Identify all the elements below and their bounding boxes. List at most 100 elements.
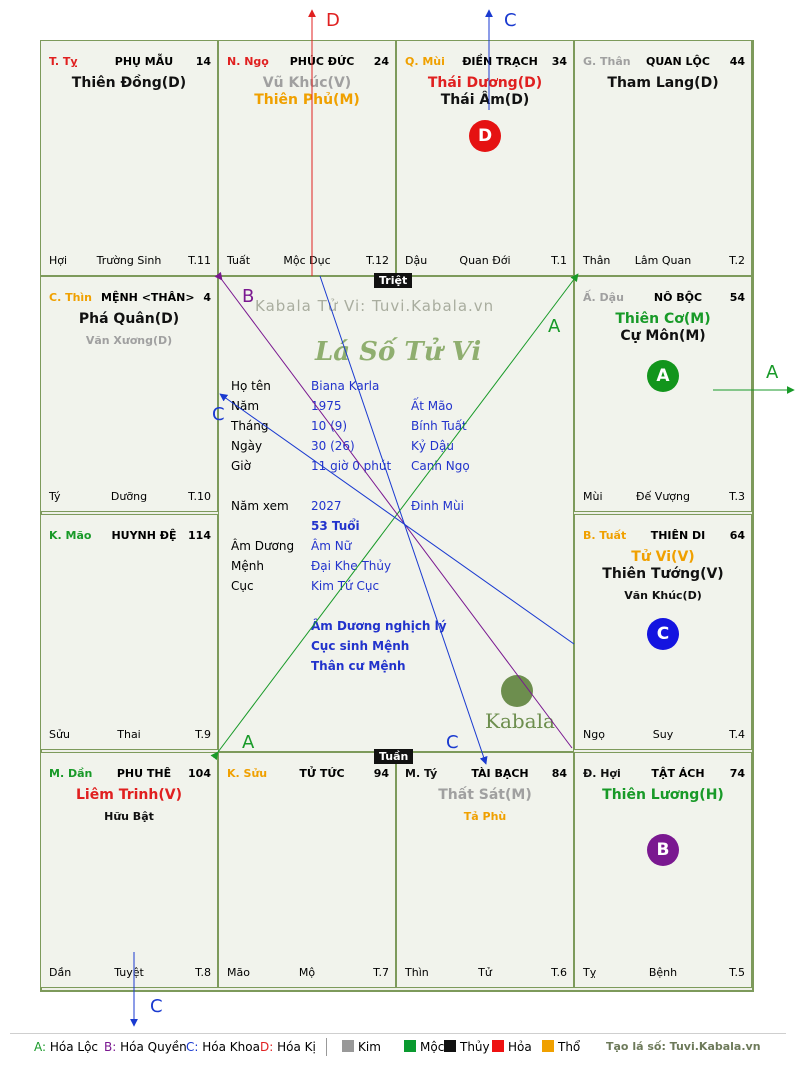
main-star: Thái Âm(D) xyxy=(440,92,530,108)
palace-cell-ty2: M. Tý TÀI BẠCH 84 Thất Sát(M) Tả Phù Thìn… xyxy=(396,752,574,988)
palace-branch: K. Mão xyxy=(49,529,92,542)
legend-element-item: Mộc xyxy=(404,1040,444,1054)
palace-title: QUAN LỘC xyxy=(646,55,710,68)
legend-element-label: Mộc xyxy=(420,1040,445,1054)
palace-stage: Lâm Quan xyxy=(634,254,692,267)
star-list: Thiên Lương(H) xyxy=(575,787,751,804)
legend-hoa-label: Hóa Khoa xyxy=(202,1040,260,1054)
palace-age: 104 xyxy=(188,767,211,780)
legend-element-label: Thổ xyxy=(558,1040,581,1054)
palace-branch-bottom: Tý xyxy=(49,490,61,503)
palace-cell-mui: Q. Mùi ĐIỀN TRẠCH 34 Thái Dương(D) Thái Â… xyxy=(396,40,574,276)
palace-cell-mao: K. Mão HUYNH ĐỆ 114 Sửu Thai T.9 xyxy=(40,514,218,750)
legend-hoa-item: C: Hóa Khoa xyxy=(186,1040,260,1054)
palace-age: 74 xyxy=(729,767,745,780)
palace-cell-suu: K. Sửu TỬ TỨC 94 Mão Mộ T.7 xyxy=(218,752,396,988)
legend-element-item: Hỏa xyxy=(492,1040,532,1054)
arrow-letter-a: A xyxy=(548,316,561,337)
palace-title: TÀI BẠCH xyxy=(471,767,529,780)
palace-branch: K. Sửu xyxy=(227,767,268,780)
palace-age: 114 xyxy=(188,529,211,542)
palace-month: T.12 xyxy=(366,254,389,267)
palace-month: T.10 xyxy=(188,490,211,503)
legend-swatch xyxy=(492,1040,504,1052)
legend-swatch xyxy=(342,1040,354,1052)
palace-stage: Thai xyxy=(117,728,141,741)
arrow-letter-c: C xyxy=(504,10,517,31)
legend-hoa-label: Hóa Kị xyxy=(277,1040,316,1054)
star-list: Phá Quân(D) Văn Xương(D) xyxy=(41,311,217,347)
palace-branch-bottom: Thìn xyxy=(405,966,429,979)
palace-stage: Mộ xyxy=(298,966,316,979)
palace-age: 34 xyxy=(551,55,567,68)
star-list: Tử Vi(V) Thiên Tướng(V) Văn Khúc(D) xyxy=(575,549,751,602)
palace-stage: Dưỡng xyxy=(110,490,148,503)
palace-cell-dau: Ấ. Dậu NÔ BỘC 54 Thiên Cơ(M) Cự Môn(M) Mù… xyxy=(574,276,752,512)
hoa-loc-diagonal xyxy=(210,273,579,761)
palace-title: PHỤ MẪU xyxy=(114,55,174,68)
palace-cell-ngo: N. Ngọ PHÚC ĐỨC 24 Vũ Khúc(V) Thiên Phủ(M… xyxy=(218,40,396,276)
legend-hoa-item: B: Hóa Quyền xyxy=(104,1040,187,1054)
palace-cell-tuat: B. Tuất THIÊN DI 64 Tử Vi(V) Thiên Tướng(… xyxy=(574,514,752,750)
main-star: Liêm Trinh(V) xyxy=(76,787,182,803)
legend-swatch xyxy=(444,1040,456,1052)
palace-branch-bottom: Hợi xyxy=(49,254,68,267)
main-star: Thiên Đồng(D) xyxy=(71,75,187,91)
palace-stage: Mộc Dục xyxy=(283,254,331,267)
palace-cell-dan: M. Dần PHU THÊ 104 Liêm Trinh(V) Hữu Bật … xyxy=(40,752,218,988)
palace-branch: M. Tý xyxy=(405,767,438,780)
star-list: Thiên Đồng(D) xyxy=(41,75,217,92)
palace-month: T.7 xyxy=(373,966,389,979)
palace-age: 94 xyxy=(373,767,389,780)
palace-month: T.3 xyxy=(729,490,745,503)
transform-marker-a: A xyxy=(647,360,679,392)
palace-branch: G. Thân xyxy=(583,55,631,68)
palace-title: ĐIỀN TRẠCH xyxy=(462,55,538,68)
palace-month: T.5 xyxy=(729,966,745,979)
minor-star: Hữu Bật xyxy=(104,810,154,823)
legend-hoa-label: Hóa Lộc xyxy=(49,1040,99,1054)
palace-month: T.2 xyxy=(729,254,745,267)
palace-branch: B. Tuất xyxy=(583,529,627,542)
legend-element-item: Kim xyxy=(342,1040,381,1054)
palace-branch: C. Thìn xyxy=(49,291,93,304)
palace-stage: Suy xyxy=(652,728,674,741)
legend-element-label: Hỏa xyxy=(508,1040,532,1054)
palace-branch-bottom: Ngọ xyxy=(583,728,605,741)
palace-branch: T. Tỵ xyxy=(49,55,78,68)
palace-age: 64 xyxy=(729,529,745,542)
palace-branch: M. Dần xyxy=(49,767,93,780)
palace-age: 14 xyxy=(195,55,211,68)
main-star: Tham Lang(D) xyxy=(607,75,719,91)
legend-divider xyxy=(10,1033,786,1034)
palace-branch-bottom: Tỵ xyxy=(583,966,597,979)
main-star: Phá Quân(D) xyxy=(78,311,180,327)
palace-title: MỆNH <THÂN> xyxy=(101,291,195,304)
palace-stage: Trường Sinh xyxy=(96,254,162,267)
legend-swatch xyxy=(404,1040,416,1052)
palace-title: NÔ BỘC xyxy=(653,291,703,304)
star-list: Liêm Trinh(V) Hữu Bật xyxy=(41,787,217,823)
main-star: Tử Vi(V) xyxy=(631,549,695,565)
palace-month: T.11 xyxy=(188,254,211,267)
palace-branch: N. Ngọ xyxy=(227,55,269,68)
legend-element-label: Kim xyxy=(358,1040,381,1054)
legend: A: Hóa Lộc B: Hóa Quyền C: Hóa Khoa D: H… xyxy=(0,1038,796,1064)
main-star: Vũ Khúc(V) xyxy=(262,75,352,91)
palace-title: PHÚC ĐỨC xyxy=(289,55,355,68)
legend-hoa-item: D: Hóa Kị xyxy=(260,1040,316,1054)
legend-hoa-item: A: Hóa Lộc xyxy=(34,1040,98,1054)
legend-swatch xyxy=(542,1040,554,1052)
transform-marker-c: C xyxy=(647,618,679,650)
palace-month: T.1 xyxy=(551,254,567,267)
arrow-letter-c: C xyxy=(150,996,163,1017)
arrow-letter-c: C xyxy=(446,732,459,753)
legend-hoa-label: Hóa Quyền xyxy=(120,1040,187,1054)
palace-month: T.4 xyxy=(729,728,745,741)
minor-star: Văn Xương(D) xyxy=(85,334,173,347)
palace-branch: Đ. Hợi xyxy=(583,767,621,780)
hoa-khoa-line-1 xyxy=(319,275,488,765)
palace-title: TỬ TỨC xyxy=(299,767,345,780)
main-star: Thiên Cơ(M) xyxy=(615,311,711,327)
